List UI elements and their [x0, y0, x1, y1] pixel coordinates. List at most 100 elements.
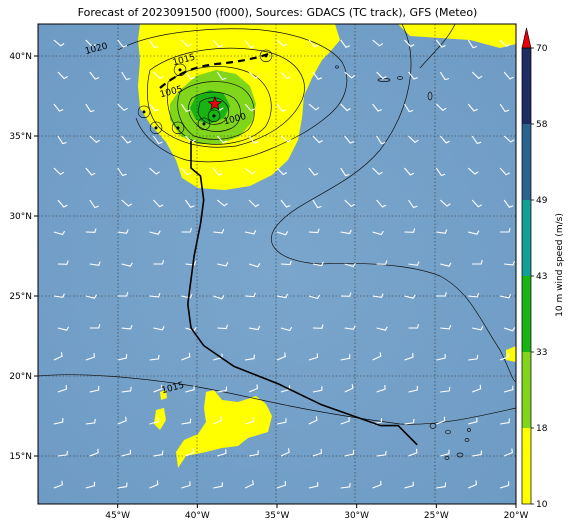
wind-barb [244, 167, 256, 175]
wind-barb [499, 352, 510, 361]
wind-barb [435, 39, 446, 48]
wind-barb [499, 481, 510, 489]
wind-barb [180, 103, 191, 113]
wind-barb [117, 291, 129, 297]
wind-barb [408, 323, 420, 329]
wind-barb [500, 227, 511, 233]
storm-symbol: ☉ [258, 47, 273, 67]
wind-barb [308, 167, 319, 176]
wind-barb [149, 354, 160, 361]
wind-barb [280, 326, 293, 332]
wind-barb [408, 199, 418, 209]
wind-barb [217, 449, 227, 457]
wind-barb [121, 199, 133, 207]
wind-barb [276, 418, 287, 425]
wind-barb [89, 385, 100, 393]
lon-tick-label: 40°W [185, 511, 210, 521]
longitude-axis: 45°W 40°W 35°W 30°W 25°W 20°W [105, 504, 529, 521]
storm-symbol: ☉ [136, 103, 151, 123]
wind-barb [471, 71, 483, 79]
isobar-1015-south [38, 374, 516, 425]
wind-barb [276, 39, 288, 47]
wind-barb [344, 384, 354, 393]
wind-barb [213, 482, 223, 489]
wind-barb [53, 293, 65, 298]
wind-barb [149, 417, 159, 425]
colorbar: 10 18 33 43 49 58 70 [521, 27, 548, 510]
wind-barb [212, 167, 223, 176]
wind-barb [467, 480, 478, 489]
wind-barb [184, 199, 195, 208]
colorbar-segment [522, 352, 531, 428]
latitude-axis: 40°N 35°N 30°N 25°N 20°N 15°N [9, 52, 38, 462]
wind-barb [472, 450, 483, 457]
lon-tick-label: 20°W [504, 511, 529, 521]
wind-barb [372, 230, 384, 236]
wind-barb [217, 262, 229, 267]
lon-tick-label: 35°W [265, 511, 290, 521]
wind-barb [213, 295, 225, 300]
wind-barb [340, 354, 351, 361]
wind-barb [149, 480, 159, 489]
isobar-1015 [146, 47, 305, 148]
wind-barb [376, 260, 388, 265]
wind-barb [121, 449, 131, 457]
wind-barb [340, 39, 351, 48]
storm-symbols: ☉ ☉ ☉ ☉ ☉ ☉ ☉ [136, 47, 273, 139]
storm-symbol: ☉ [206, 107, 221, 127]
wind-barb [376, 450, 387, 457]
wind-barb [308, 481, 319, 489]
wind-barb [85, 228, 97, 233]
map-title: Forecast of 2023091500 (f000), Sources: … [77, 6, 478, 19]
wind-barb [180, 167, 192, 176]
wind-barb [308, 353, 319, 361]
wind-barb [248, 71, 260, 79]
wind-barb [181, 227, 192, 233]
wind-barb [89, 323, 101, 329]
wind-barb [280, 260, 292, 266]
wind-barb [468, 417, 478, 425]
lon-tick-label: 30°W [344, 511, 369, 521]
wind-barb [404, 481, 414, 489]
wind-barb [57, 326, 70, 331]
wind-barb [185, 135, 196, 143]
wind-barb [153, 259, 165, 265]
wind-barb [404, 353, 414, 361]
lat-tick-label: 40°N [9, 52, 32, 62]
wind-barb [472, 259, 483, 265]
wind-barb [436, 353, 446, 361]
wind-barb [89, 199, 99, 209]
wind-barb [436, 482, 447, 489]
storm-symbol: ☉ [172, 61, 187, 81]
wind-barb [472, 326, 484, 331]
wind-barb [436, 291, 447, 297]
wind-barb [344, 135, 355, 144]
wind-barb [245, 354, 255, 361]
wind-barb [121, 324, 133, 330]
wind-barb [217, 324, 229, 330]
wind-barb [408, 135, 419, 143]
wind-barb [248, 450, 259, 457]
storm-center-marker [207, 96, 223, 111]
wind-barb [312, 449, 322, 457]
wind-barb [89, 448, 99, 457]
colorbar-tick-label: 10 [536, 500, 548, 510]
wind-barb [376, 326, 388, 331]
wind-barb [85, 294, 97, 299]
wind-barb [499, 167, 510, 176]
islands [335, 65, 471, 460]
wind-barb [439, 199, 451, 207]
wind-barb [376, 135, 386, 145]
colorbar-segment [522, 48, 531, 124]
wind-barb [308, 416, 318, 425]
wind-barb [440, 386, 451, 393]
wind-barb [340, 482, 351, 489]
lon-tick-label: 25°W [424, 511, 449, 521]
wind-barb [503, 199, 514, 208]
wind-barb [503, 71, 514, 80]
colorbar-tick-label: 33 [536, 348, 547, 358]
wind-barb [57, 260, 69, 265]
wind-barb [471, 199, 483, 208]
wind-barb [440, 262, 452, 267]
